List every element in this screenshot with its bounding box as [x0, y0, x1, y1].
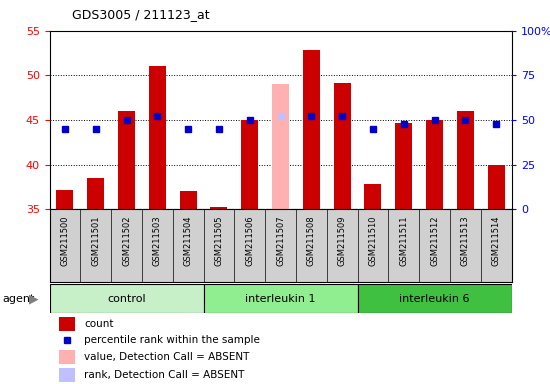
Text: GSM211506: GSM211506: [245, 215, 254, 266]
Bar: [365, 184, 381, 209]
Bar: [59, 316, 75, 331]
Text: GSM211505: GSM211505: [214, 215, 223, 266]
Text: control: control: [107, 293, 146, 304]
Bar: [457, 111, 474, 209]
Bar: [50, 284, 204, 313]
Text: ▶: ▶: [29, 292, 38, 305]
Text: GSM211501: GSM211501: [91, 215, 100, 266]
Text: GSM211514: GSM211514: [492, 215, 500, 266]
Bar: [241, 120, 258, 209]
Bar: [358, 284, 512, 313]
Text: GSM211504: GSM211504: [184, 215, 192, 266]
Bar: [488, 165, 504, 209]
Text: GSM211500: GSM211500: [60, 215, 69, 266]
Text: interleukin 1: interleukin 1: [245, 293, 316, 304]
Bar: [118, 111, 135, 209]
Bar: [334, 83, 350, 209]
Bar: [57, 190, 73, 209]
Bar: [204, 284, 358, 313]
Text: GSM211509: GSM211509: [338, 215, 346, 266]
Bar: [180, 192, 196, 209]
Text: GSM211507: GSM211507: [276, 215, 285, 266]
Bar: [87, 178, 104, 209]
Text: GDS3005 / 211123_at: GDS3005 / 211123_at: [72, 8, 209, 21]
Text: count: count: [84, 319, 114, 329]
Text: percentile rank within the sample: percentile rank within the sample: [84, 335, 260, 345]
Bar: [303, 50, 320, 209]
Text: GSM211513: GSM211513: [461, 215, 470, 266]
Text: GSM211502: GSM211502: [122, 215, 131, 266]
Text: GSM211512: GSM211512: [430, 215, 439, 266]
Text: interleukin 6: interleukin 6: [399, 293, 470, 304]
Bar: [59, 367, 75, 382]
Bar: [272, 84, 289, 209]
Text: rank, Detection Call = ABSENT: rank, Detection Call = ABSENT: [84, 370, 245, 380]
Text: GSM211511: GSM211511: [399, 215, 408, 266]
Bar: [426, 120, 443, 209]
Text: GSM211510: GSM211510: [368, 215, 377, 266]
Text: value, Detection Call = ABSENT: value, Detection Call = ABSENT: [84, 352, 250, 362]
Bar: [59, 350, 75, 364]
Bar: [395, 122, 412, 209]
Text: GSM211508: GSM211508: [307, 215, 316, 266]
Text: GSM211503: GSM211503: [153, 215, 162, 266]
Bar: [211, 207, 227, 209]
Text: agent: agent: [3, 293, 35, 304]
Bar: [149, 66, 166, 209]
